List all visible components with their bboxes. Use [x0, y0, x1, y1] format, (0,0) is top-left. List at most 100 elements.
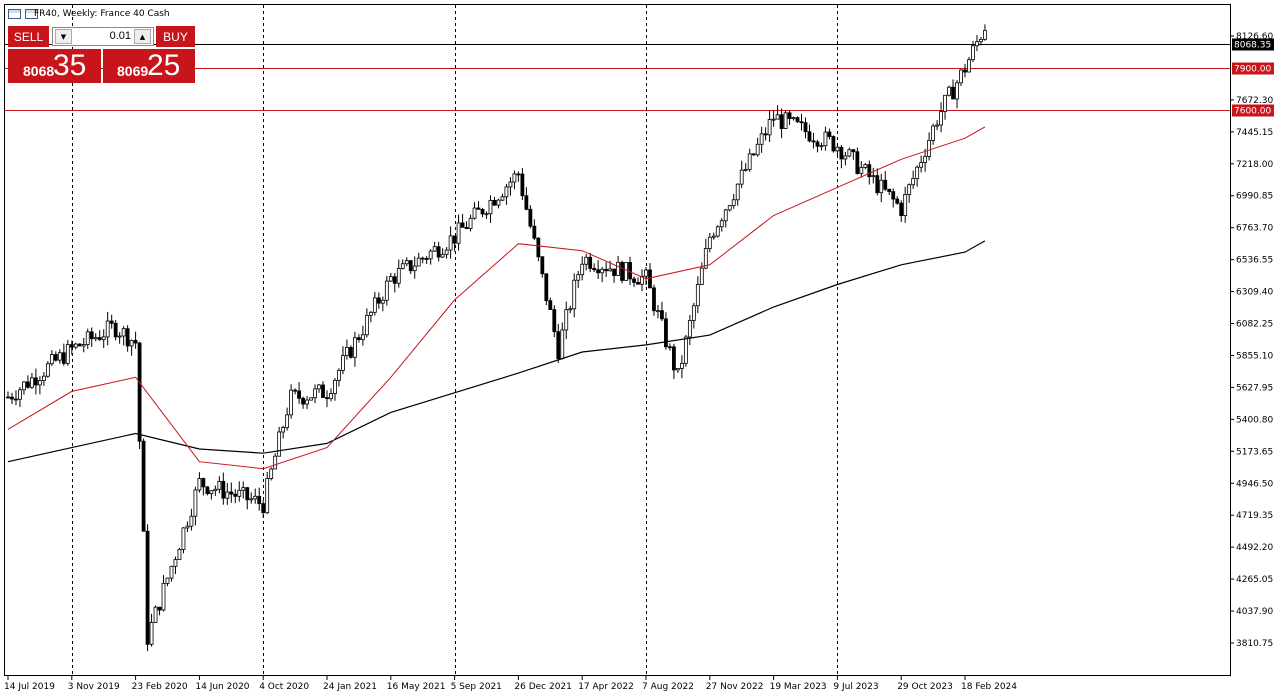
candle[interactable]	[177, 547, 182, 560]
candle[interactable]	[73, 342, 78, 350]
candle[interactable]	[687, 315, 692, 346]
candle[interactable]	[257, 487, 262, 511]
candle[interactable]	[616, 255, 620, 276]
candle[interactable]	[807, 124, 812, 143]
candle[interactable]	[388, 272, 393, 282]
candle[interactable]	[337, 368, 341, 387]
candle[interactable]	[6, 391, 10, 399]
candle[interactable]	[245, 486, 250, 510]
candle[interactable]	[297, 382, 301, 404]
candle[interactable]	[440, 248, 445, 259]
candle[interactable]	[923, 148, 928, 172]
candle[interactable]	[141, 438, 146, 532]
candle[interactable]	[253, 488, 258, 504]
candle[interactable]	[217, 476, 222, 494]
candle[interactable]	[955, 79, 959, 109]
candle[interactable]	[779, 108, 784, 139]
candle[interactable]	[887, 188, 892, 196]
candle[interactable]	[69, 340, 74, 355]
candle[interactable]	[333, 378, 337, 401]
candle[interactable]	[540, 256, 545, 278]
candle[interactable]	[93, 333, 98, 342]
candle[interactable]	[221, 472, 226, 505]
candle[interactable]	[927, 132, 932, 161]
candle[interactable]	[436, 241, 441, 262]
candle[interactable]	[504, 183, 509, 205]
candle[interactable]	[129, 339, 134, 356]
candle[interactable]	[843, 151, 848, 166]
candle[interactable]	[30, 373, 34, 389]
candle[interactable]	[153, 605, 158, 623]
candle[interactable]	[632, 276, 636, 288]
candle[interactable]	[34, 368, 38, 395]
candle[interactable]	[568, 305, 573, 314]
candle[interactable]	[676, 368, 680, 374]
candle[interactable]	[811, 132, 816, 149]
candle[interactable]	[101, 329, 106, 349]
candle[interactable]	[325, 390, 329, 408]
candle[interactable]	[89, 327, 94, 347]
candle[interactable]	[412, 256, 417, 279]
candle[interactable]	[133, 331, 138, 349]
candle[interactable]	[157, 606, 162, 616]
candle[interactable]	[819, 142, 824, 151]
candle[interactable]	[823, 126, 828, 151]
candle[interactable]	[959, 69, 963, 86]
candle[interactable]	[45, 360, 50, 378]
candle[interactable]	[360, 325, 365, 346]
candle[interactable]	[695, 276, 700, 314]
candle[interactable]	[404, 257, 409, 267]
candle[interactable]	[516, 171, 521, 182]
candle[interactable]	[269, 467, 274, 481]
candle[interactable]	[181, 527, 186, 554]
candle[interactable]	[285, 407, 290, 431]
candle[interactable]	[791, 116, 796, 121]
candle[interactable]	[356, 334, 361, 343]
candle[interactable]	[117, 332, 122, 344]
candle[interactable]	[424, 256, 429, 265]
candle[interactable]	[508, 176, 513, 196]
candle[interactable]	[225, 483, 230, 505]
candle[interactable]	[552, 305, 557, 338]
candle[interactable]	[305, 396, 309, 410]
candle[interactable]	[313, 384, 317, 404]
candle[interactable]	[919, 155, 924, 173]
candle[interactable]	[53, 351, 58, 362]
candle[interactable]	[301, 396, 305, 409]
candle[interactable]	[460, 213, 465, 228]
candle[interactable]	[967, 56, 971, 73]
candle[interactable]	[317, 383, 321, 393]
candle[interactable]	[85, 328, 90, 349]
candle[interactable]	[173, 556, 178, 575]
candle[interactable]	[480, 208, 485, 218]
chart-type-icon[interactable]	[25, 9, 38, 19]
candle[interactable]	[672, 343, 676, 379]
candle[interactable]	[376, 292, 381, 309]
candle[interactable]	[596, 260, 601, 279]
candle[interactable]	[10, 392, 14, 405]
candle[interactable]	[289, 384, 294, 419]
sell-price-box[interactable]: 8068 35	[8, 49, 101, 83]
candle[interactable]	[564, 301, 569, 340]
candle[interactable]	[137, 341, 142, 449]
candle[interactable]	[612, 268, 616, 283]
candle[interactable]	[592, 263, 597, 273]
candle[interactable]	[185, 521, 190, 533]
candle[interactable]	[600, 266, 605, 283]
candle[interactable]	[903, 186, 908, 223]
candle[interactable]	[201, 477, 206, 496]
candle[interactable]	[656, 304, 660, 319]
candle[interactable]	[77, 343, 82, 347]
candle[interactable]	[783, 110, 788, 130]
candle[interactable]	[38, 376, 42, 395]
candle[interactable]	[911, 170, 916, 189]
candle[interactable]	[548, 297, 553, 310]
candle[interactable]	[983, 24, 987, 41]
candle[interactable]	[644, 267, 648, 285]
candle[interactable]	[799, 113, 804, 131]
candle[interactable]	[735, 183, 740, 206]
candle[interactable]	[41, 372, 46, 386]
candle[interactable]	[273, 453, 278, 470]
candle[interactable]	[364, 308, 369, 338]
candle[interactable]	[353, 331, 357, 367]
